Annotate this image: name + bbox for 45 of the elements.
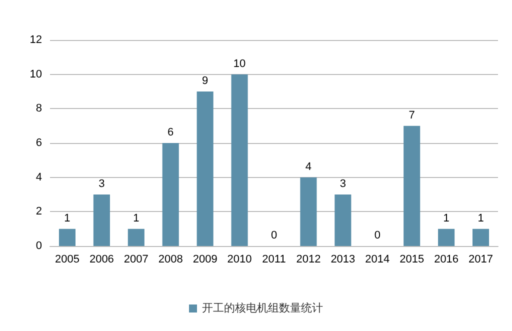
x-tick-label: 2016 [434,254,459,266]
bar [162,143,179,246]
y-tick-label: 2 [36,206,42,218]
data-label: 9 [202,75,208,87]
data-label: 0 [374,230,380,242]
x-tick-label: 2011 [262,254,286,266]
bar [300,177,317,246]
y-tick-label: 6 [36,137,42,149]
x-tick-label: 2006 [89,254,114,266]
bar [404,126,420,246]
x-tick-label: 2010 [227,254,252,266]
x-tick-label: 2007 [124,254,148,266]
data-label: 1 [133,212,140,224]
bar [472,228,490,246]
y-tick-label: 10 [30,68,42,80]
data-label: 0 [270,230,278,242]
y-tick-label: 4 [36,171,42,184]
x-tick-label: 2017 [468,254,494,266]
data-label: 7 [408,109,415,122]
data-label: 6 [168,126,174,138]
data-label: 1 [64,212,70,224]
bar [231,74,248,246]
y-tick-label: 0 [36,240,42,252]
y-tick-label: 8 [36,102,42,115]
data-label: 1 [478,212,484,224]
bar [93,194,110,246]
data-label: 4 [305,160,312,173]
bar [128,228,144,246]
y-tick-label: 12 [30,34,42,46]
bar [196,92,214,246]
bar [58,228,76,246]
x-tick-label: 2009 [192,254,218,266]
data-label: 3 [98,178,105,190]
bar [438,228,455,246]
x-tick-label: 2013 [330,254,356,266]
x-tick-label: 2014 [365,254,390,266]
x-tick-label: 2012 [296,254,321,266]
x-tick-label: 2008 [158,254,183,266]
data-label: 1 [443,212,450,224]
x-tick-label: 2015 [400,254,424,266]
bar [334,194,352,246]
x-tick-label: 2005 [54,254,80,266]
data-label: 3 [340,178,346,190]
data-label: 10 [233,58,246,70]
legend-label: 开工的核电机组数量统计 [202,302,323,314]
